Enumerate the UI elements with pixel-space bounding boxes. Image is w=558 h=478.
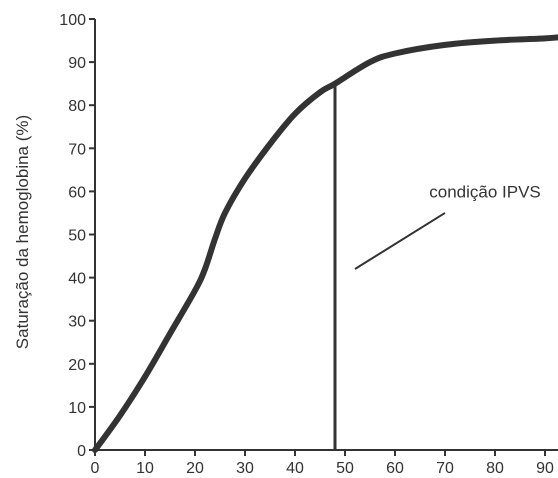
x-tick-label: 90 bbox=[536, 460, 554, 477]
x-tick-label: 60 bbox=[386, 460, 404, 477]
x-tick-label: 30 bbox=[236, 460, 254, 477]
x-tick-label: 0 bbox=[91, 460, 100, 477]
y-tick-label: 0 bbox=[77, 443, 86, 460]
annotation-ipvs: condição IPVS bbox=[429, 182, 541, 201]
x-axis-ticks: 0 10 20 30 40 50 60 70 80 90 bbox=[91, 450, 554, 477]
y-tick-label: 50 bbox=[68, 228, 86, 245]
y-tick-label: 70 bbox=[68, 141, 86, 158]
y-tick-label: 40 bbox=[68, 271, 86, 288]
x-tick-label: 70 bbox=[436, 460, 454, 477]
saturation-curve bbox=[92, 34, 558, 453]
y-tick-label: 30 bbox=[68, 314, 86, 331]
y-tick-label: 10 bbox=[68, 400, 86, 417]
x-tick-label: 40 bbox=[286, 460, 304, 477]
x-tick-label: 20 bbox=[186, 460, 204, 477]
y-tick-label: 100 bbox=[59, 12, 86, 29]
x-tick-label: 80 bbox=[486, 460, 504, 477]
y-tick-label: 90 bbox=[68, 55, 86, 72]
y-axis-ticks: 0 10 20 30 40 50 60 70 80 90 100 bbox=[59, 12, 95, 460]
annotation-pointer-line bbox=[354, 212, 446, 270]
x-tick-label: 50 bbox=[336, 460, 354, 477]
x-tick-label: 10 bbox=[136, 460, 154, 477]
axes bbox=[94, 19, 558, 451]
y-tick-label: 20 bbox=[68, 357, 86, 374]
y-tick-label: 60 bbox=[68, 184, 86, 201]
y-axis-label: Saturação da hemoglobina (%) bbox=[13, 115, 32, 349]
y-tick-label: 80 bbox=[68, 98, 86, 115]
